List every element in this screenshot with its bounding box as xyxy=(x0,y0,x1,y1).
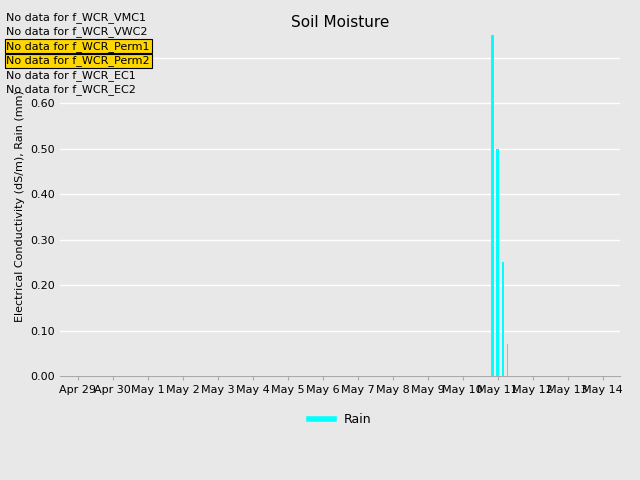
Text: No data for f_WCR_VWC2: No data for f_WCR_VWC2 xyxy=(6,26,148,37)
Legend: Rain: Rain xyxy=(304,408,376,431)
Bar xyxy=(507,344,508,376)
Y-axis label: Electrical Conductivity (dS/m), Rain (mm): Electrical Conductivity (dS/m), Rain (mm… xyxy=(15,90,25,322)
Bar xyxy=(491,31,494,376)
Text: No data for f_WCR_Perm1: No data for f_WCR_Perm1 xyxy=(6,41,150,52)
Bar xyxy=(496,149,499,376)
Title: Soil Moisture: Soil Moisture xyxy=(291,15,389,30)
Text: No data for f_WCR_Perm2: No data for f_WCR_Perm2 xyxy=(6,55,150,66)
Text: No data for f_WCR_EC1: No data for f_WCR_EC1 xyxy=(6,70,136,81)
Bar xyxy=(502,263,504,376)
Text: No data for f_WCR_EC2: No data for f_WCR_EC2 xyxy=(6,84,136,95)
Text: No data for f_WCR_VMC1: No data for f_WCR_VMC1 xyxy=(6,12,147,23)
